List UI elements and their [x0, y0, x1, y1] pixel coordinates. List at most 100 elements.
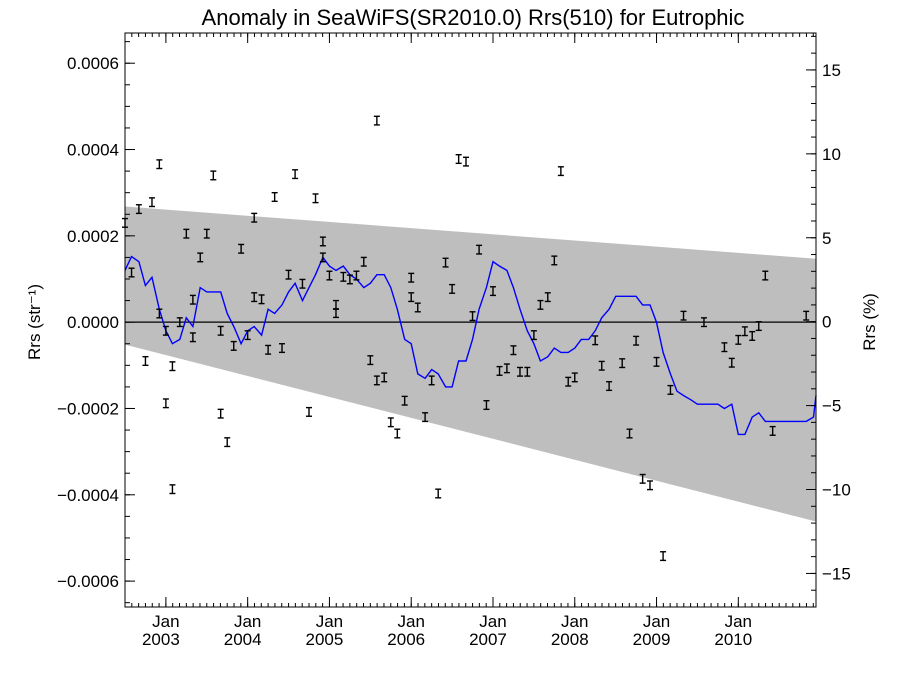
error-bar-point — [346, 274, 353, 285]
error-bar-point — [483, 400, 490, 411]
error-bar-point — [735, 334, 742, 345]
error-bar-point — [449, 283, 456, 294]
x-tick-label: Jan — [152, 612, 179, 631]
error-bar-point — [598, 360, 605, 371]
error-bar-point — [210, 170, 217, 181]
y-axis-label-left: Rrs (str⁻¹) — [25, 284, 44, 360]
error-bar-point — [565, 376, 572, 387]
trend-band — [125, 206, 816, 522]
error-bar-point — [244, 330, 251, 341]
error-bar-point — [326, 270, 333, 281]
error-bar-point — [442, 257, 449, 268]
x-tick-year-label: 2006 — [387, 630, 425, 649]
y-axis-label-right: Rrs (%) — [860, 293, 879, 351]
error-bar-point — [156, 308, 163, 319]
error-bar-point — [503, 363, 510, 374]
error-bar-point — [148, 197, 155, 208]
error-bar-point — [408, 292, 415, 303]
y-tick-label: 0.0004 — [67, 141, 119, 160]
error-bar-point — [769, 425, 776, 436]
error-bar-point — [571, 372, 578, 383]
error-bar-point — [340, 271, 347, 282]
error-bar-point — [169, 361, 176, 372]
error-bar-point — [217, 325, 224, 336]
y-tick-label: 0.0006 — [67, 54, 119, 73]
error-bar-point — [169, 484, 176, 495]
x-tick-label: Jan — [561, 612, 588, 631]
error-bar-point — [755, 321, 762, 332]
error-bar-point — [721, 342, 728, 353]
error-bar-point — [203, 228, 210, 239]
error-bar-point — [619, 358, 626, 369]
x-tick-label: Jan — [234, 612, 261, 631]
error-bar-point — [749, 330, 756, 341]
error-bar-point — [660, 551, 667, 562]
error-bar-point — [537, 299, 544, 310]
error-bar-point — [367, 355, 374, 366]
error-bar-point — [271, 191, 278, 203]
error-bar-point — [265, 344, 272, 355]
error-bar-point — [224, 437, 231, 448]
error-bar-point — [455, 154, 462, 165]
error-bar-point — [741, 326, 748, 337]
x-tick-year-label: 2009 — [633, 630, 671, 649]
error-bar-point — [251, 292, 258, 303]
error-bar-point — [162, 325, 169, 336]
y-tick-label: −0.0006 — [57, 572, 119, 591]
y2-tick-label: 10 — [822, 145, 841, 164]
x-tick-year-label: 2008 — [551, 630, 589, 649]
error-bar-point — [551, 255, 558, 266]
x-tick-year-label: 2004 — [224, 630, 262, 649]
error-bar-point — [435, 488, 442, 499]
error-bar-point — [680, 310, 687, 321]
error-bar-point — [463, 156, 470, 167]
error-bar-point — [176, 317, 183, 328]
x-tick-label: Jan — [643, 612, 670, 631]
error-bar-point — [189, 332, 196, 343]
y2-tick-label: 0 — [822, 313, 831, 332]
error-bar-point — [387, 417, 394, 428]
x-tick-year-label: 2007 — [469, 630, 507, 649]
error-bar-point — [238, 243, 245, 254]
error-bar-point — [197, 252, 204, 263]
error-bar-point — [428, 375, 435, 386]
x-tick-year-label: 2003 — [142, 630, 180, 649]
error-bar-point — [700, 317, 707, 328]
y2-tick-label: 15 — [822, 61, 841, 80]
error-bar-point — [285, 269, 292, 280]
error-bar-point — [251, 212, 258, 223]
y-tick-label: 0.0002 — [67, 227, 119, 246]
error-bar-point — [373, 375, 380, 386]
chart-title: Anomaly in SeaWiFS(SR2010.0) Rrs(510) fo… — [202, 5, 745, 30]
y2-tick-label: −15 — [822, 564, 851, 583]
error-bar-point — [156, 159, 163, 170]
error-bar-point — [633, 335, 640, 346]
error-bar-point — [299, 278, 306, 289]
y-tick-label: −0.0004 — [57, 486, 119, 505]
error-bar-point — [135, 204, 142, 215]
error-bar-point — [414, 302, 421, 313]
error-bar-point — [162, 398, 169, 409]
series-line-smoothed — [124, 255, 817, 436]
error-bar-point — [592, 335, 599, 346]
error-bar-point — [530, 330, 537, 341]
error-bar-point — [183, 228, 190, 239]
x-tick-label: Jan — [316, 612, 343, 631]
error-bar-point — [469, 311, 476, 322]
x-tick-label: Jan — [725, 612, 752, 631]
error-bar-point — [408, 272, 415, 283]
error-bar-point — [646, 480, 653, 491]
error-bar-point — [476, 244, 483, 255]
error-bar-point — [394, 428, 401, 439]
y2-tick-label: −10 — [822, 481, 851, 500]
x-tick-year-label: 2005 — [306, 630, 344, 649]
error-bar-point — [292, 169, 299, 180]
error-bar-point — [606, 381, 613, 392]
error-bar-point — [305, 406, 312, 417]
error-bar-point — [312, 193, 319, 204]
error-bar-point — [332, 299, 339, 310]
y-tick-label: −0.0002 — [57, 399, 119, 418]
error-bar-point — [373, 115, 380, 126]
plot-frame — [124, 32, 817, 608]
